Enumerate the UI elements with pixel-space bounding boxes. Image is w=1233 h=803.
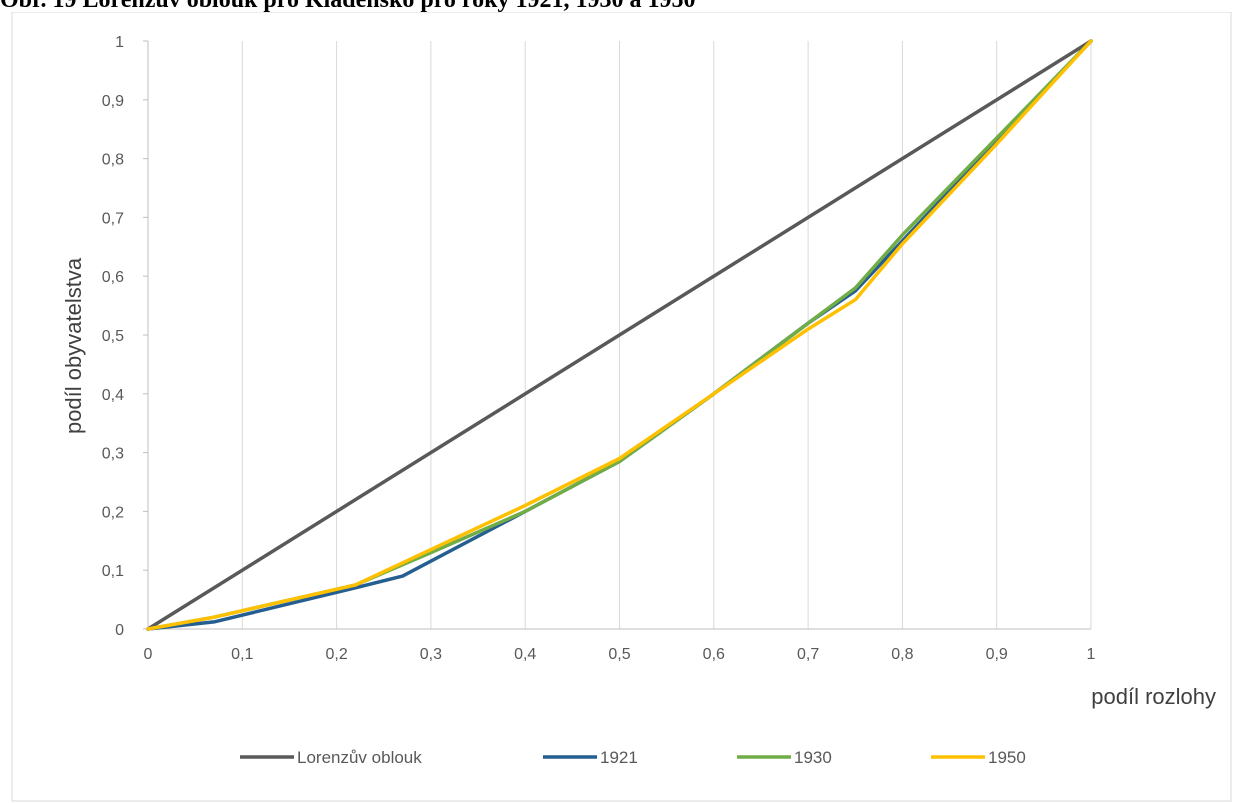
- y-tick-label: 0: [115, 622, 124, 639]
- x-tick-label: 0,3: [420, 646, 442, 663]
- x-tick-label: 0,9: [986, 646, 1008, 663]
- y-tick-label: 0,9: [102, 93, 124, 110]
- y-tick-label: 1: [115, 34, 124, 51]
- x-tick-label: 0: [144, 646, 153, 663]
- y-tick-label: 0,7: [102, 210, 124, 227]
- series-line-1950: [146, 39, 1093, 631]
- legend-label: 1930: [794, 748, 832, 767]
- x-tick-label: 0,8: [891, 646, 913, 663]
- y-tick-labels: 0 0,1 0,2 0,3 0,4 0,5 0,6 0,7 0,8 0,9 1: [102, 34, 124, 639]
- y-axis-title: podíl obyvatelstva: [61, 257, 86, 434]
- lorenz-chart: 0 0,1 0,2 0,3 0,4 0,5 0,6 0,7 0,8 0,9 1 0 0,1 0,2 0,3…: [11, 12, 1232, 802]
- x-tick-label: 0,1: [231, 646, 253, 663]
- legend: Lorenzův oblouk 1921 1930 1950: [240, 748, 1026, 767]
- legend-label: Lorenzův oblouk: [297, 748, 422, 767]
- series-lines: [146, 39, 1093, 631]
- x-tick-label: 1: [1087, 646, 1096, 663]
- legend-label: 1950: [988, 748, 1026, 767]
- series-line-lorenz-v-oblouk: [146, 39, 1093, 631]
- figure-caption: Obr. 19 Lorenzův oblouk pro Kladensko pr…: [0, 0, 696, 13]
- y-tick-label: 0,5: [102, 328, 124, 345]
- chart-border: [11, 12, 1232, 802]
- x-tick-label: 0,2: [325, 646, 347, 663]
- x-axis-title: podíl rozlohy: [1091, 684, 1216, 709]
- y-tick-label: 0,6: [102, 269, 124, 286]
- y-tick-label: 0,2: [102, 504, 124, 521]
- chart-frame: 0 0,1 0,2 0,3 0,4 0,5 0,6 0,7 0,8 0,9 1 0 0,1 0,2 0,3…: [0, 12, 1232, 802]
- y-tick-label: 0,3: [102, 446, 124, 463]
- legend-label: 1921: [600, 748, 638, 767]
- x-tick-label: 0,5: [608, 646, 630, 663]
- y-tick-label: 0,8: [102, 152, 124, 169]
- y-tick-label: 0,1: [102, 563, 124, 580]
- x-tick-label: 0,4: [514, 646, 536, 663]
- x-tick-label: 0,7: [797, 646, 819, 663]
- x-tick-labels: 0 0,1 0,2 0,3 0,4 0,5 0,6 0,7 0,8 0,9 1: [144, 646, 1096, 663]
- axes: [143, 40, 1091, 630]
- x-tick-label: 0,6: [703, 646, 725, 663]
- y-tick-label: 0,4: [102, 387, 124, 404]
